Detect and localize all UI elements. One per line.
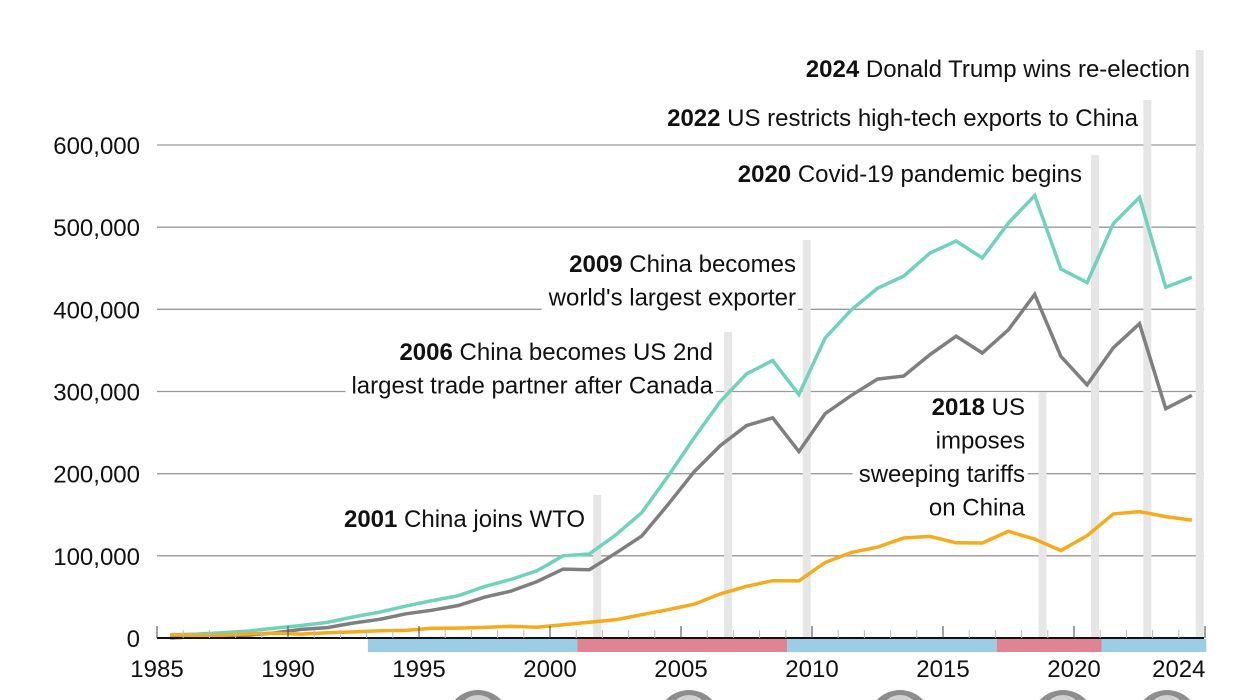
x-tick-label: 2000 [523, 656, 576, 683]
portrait-face-highlight [465, 694, 491, 700]
y-tick-label: 400,000 [53, 297, 140, 324]
annotation-text: imposes [936, 428, 1025, 455]
annotation-background [852, 392, 1028, 524]
y-tick-label: 200,000 [53, 462, 140, 489]
y-tick-label: 600,000 [53, 133, 140, 160]
x-tick-label: 1995 [392, 656, 445, 683]
annotation-line: China joins WTO [404, 506, 585, 533]
presidency-band [367, 639, 578, 652]
annotation-line: Covid-19 pandemic begins [798, 161, 1082, 188]
y-tick-label: 100,000 [53, 544, 140, 571]
annotation-background [731, 159, 1084, 190]
annotation-background [541, 249, 798, 314]
x-tick-label: 1985 [130, 656, 183, 683]
portrait-face-highlight [1154, 694, 1180, 700]
annotation-text: 2020 Covid-19 pandemic begins [738, 161, 1082, 188]
event-marker-2018 [1038, 392, 1047, 638]
annotation-2006: 2006 China becomes US 2nd largest trade p… [351, 339, 713, 400]
annotation-2009: 2009 China becomes world's largest export… [548, 251, 796, 312]
event-marker-2020 [1090, 155, 1099, 638]
presidency-band [1101, 639, 1207, 652]
annotation-line: US [992, 394, 1025, 421]
x-tick-label: 2015 [916, 656, 969, 683]
annotation-2018: 2018 US imposes sweeping tariffs on China [859, 394, 1026, 522]
presidency-band [787, 639, 997, 652]
annotation-line: sweeping tariffs [859, 461, 1025, 488]
annotation-line: world's largest exporter [548, 285, 796, 312]
annotation-line: China becomes US 2nd [460, 339, 713, 366]
annotation-background [799, 54, 1192, 85]
annotation-text: 2009 China becomes [569, 251, 796, 278]
annotation-text: largest trade partner after Canada [351, 373, 713, 400]
y-tick-label: 500,000 [53, 215, 140, 242]
annotation-text: 2018 US [932, 394, 1025, 421]
annotation-background [345, 337, 716, 402]
portrait-face-highlight [1050, 694, 1076, 700]
portrait-face-highlight [676, 694, 702, 700]
annotation-text: 2001 China joins WTO [344, 506, 585, 533]
annotation-line: China becomes [629, 251, 796, 278]
x-tick-label: 2024 [1152, 656, 1205, 683]
annotation-text: on China [929, 495, 1026, 522]
annotation-line: on China [929, 495, 1026, 522]
portrait-face-highlight [887, 694, 913, 700]
event-marker-2022 [1143, 100, 1152, 638]
annotation-text: sweeping tariffs [859, 461, 1025, 488]
event-marker-2024 [1195, 50, 1204, 638]
annotation-text: world's largest exporter [548, 285, 796, 312]
annotation-text: 2006 China becomes US 2nd [399, 339, 713, 366]
x-tick-label: 2020 [1047, 656, 1100, 683]
presidency-band [577, 639, 788, 652]
x-tick-label: 2005 [654, 656, 707, 683]
annotation-line: largest trade partner after Canada [351, 373, 713, 400]
annotation-year: 2001 [344, 506, 404, 533]
annotation-text: 2022 US restricts high-tech exports to C… [667, 105, 1139, 132]
x-tick-label: 1990 [261, 656, 314, 683]
annotation-text: 2024 Donald Trump wins re-election [806, 56, 1190, 83]
annotation-line: imposes [936, 428, 1025, 455]
annotation-year: 2018 [932, 394, 992, 421]
annotation-2020: 2020 Covid-19 pandemic begins [738, 161, 1082, 188]
y-tick-label: 300,000 [53, 380, 140, 407]
annotation-2024: 2024 Donald Trump wins re-election [806, 56, 1190, 83]
presidency-band [996, 639, 1102, 652]
annotation-background [337, 504, 587, 535]
annotation-2022: 2022 US restricts high-tech exports to C… [667, 105, 1139, 132]
annotation-line: US restricts high-tech exports to China [727, 105, 1138, 132]
y-tick-label: 0 [127, 626, 140, 653]
annotation-background [661, 103, 1141, 134]
annotation-line: Donald Trump wins re-election [866, 56, 1190, 83]
x-tick-label: 2010 [785, 656, 838, 683]
annotation-year: 2022 [667, 105, 727, 132]
series-line-0 [170, 192, 1193, 637]
annotation-2001: 2001 China joins WTO [344, 506, 585, 533]
annotation-year: 2009 [569, 251, 629, 278]
event-marker-2006 [724, 332, 733, 638]
annotation-year: 2024 [806, 56, 866, 83]
annotation-year: 2020 [738, 161, 798, 188]
series-line-1 [170, 290, 1193, 640]
annotation-year: 2006 [399, 339, 459, 366]
